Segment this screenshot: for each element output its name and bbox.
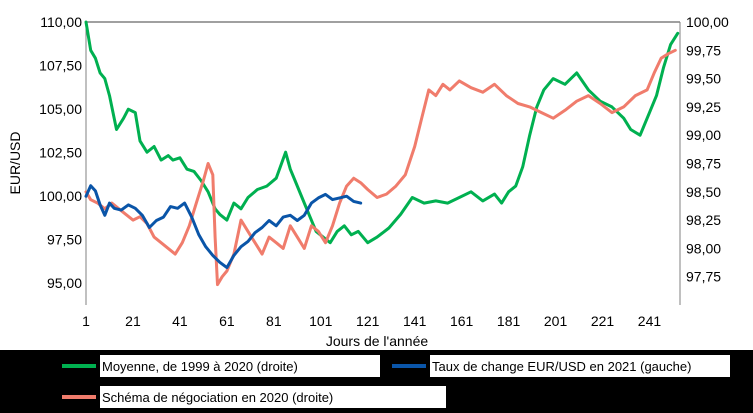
legend-box-2: [430, 355, 730, 377]
x-tick-label: 201: [544, 313, 568, 329]
x-axis-ticks: 1 21 41 61 81 101 121 141 161 181 201 221 241: [82, 313, 661, 329]
right-tick-label: 97,75: [686, 269, 721, 285]
x-tick-label: 181: [497, 313, 521, 329]
series-line-1: [84, 20, 680, 245]
left-axis-ticks: 95,00 97,50 100,00 102,50 105,00 107,50 110,00: [39, 14, 82, 291]
legend-label: Taux de change EUR/USD en 2021 (gauche): [432, 359, 691, 374]
left-tick-label: 107,50: [39, 58, 82, 74]
x-tick-label: 1: [82, 313, 90, 329]
right-tick-label: 99,75: [686, 42, 721, 58]
x-tick-label: 161: [450, 313, 474, 329]
left-tick-label: 100,00: [39, 188, 82, 204]
series-line-2: [84, 184, 363, 270]
legend-label: Schéma de négociation en 2020 (droite): [102, 390, 333, 405]
legend-box-1: [100, 355, 380, 377]
x-tick-label: 21: [125, 313, 141, 329]
x-tick-label: 61: [219, 313, 235, 329]
x-axis-title: Jours de l'année: [326, 333, 429, 349]
right-tick-label: 99,50: [686, 71, 721, 87]
x-tick-label: 41: [172, 313, 188, 329]
x-tick-label: 81: [266, 313, 282, 329]
left-tick-label: 110,00: [40, 14, 82, 30]
legend-box-3: [100, 386, 446, 408]
left-tick-label: 105,00: [39, 101, 82, 117]
right-tick-label: 98,25: [686, 212, 721, 228]
x-tick-label: 101: [309, 313, 333, 329]
x-tick-label: 221: [591, 313, 615, 329]
left-tick-label: 102,50: [39, 145, 82, 161]
x-tick-label: 241: [638, 313, 662, 329]
left-tick-label: 97,50: [47, 232, 82, 248]
legend-label: Moyenne, de 1999 à 2020 (droite): [102, 359, 298, 374]
right-tick-label: 99,00: [686, 127, 721, 143]
right-tick-label: 98,75: [686, 156, 721, 172]
right-tick-label: 98,50: [686, 184, 721, 200]
right-tick-label: 100,00: [686, 14, 729, 30]
series-layer: [84, 20, 680, 287]
left-axis-title: EUR/USD: [7, 131, 23, 194]
legend: Moyenne, de 1999 à 2020 (droite) Taux de …: [62, 359, 691, 405]
left-tick-label: 95,00: [47, 275, 82, 291]
right-tick-label: 99,25: [686, 99, 721, 115]
x-tick-label: 141: [403, 313, 427, 329]
right-tick-label: 98,00: [686, 240, 721, 256]
x-tick-label: 121: [356, 313, 380, 329]
series-line-3: [84, 48, 677, 287]
right-axis-ticks: 97,75 98,00 98,25 98,50 98,75 99,00 99,25 99,50…: [686, 14, 729, 285]
